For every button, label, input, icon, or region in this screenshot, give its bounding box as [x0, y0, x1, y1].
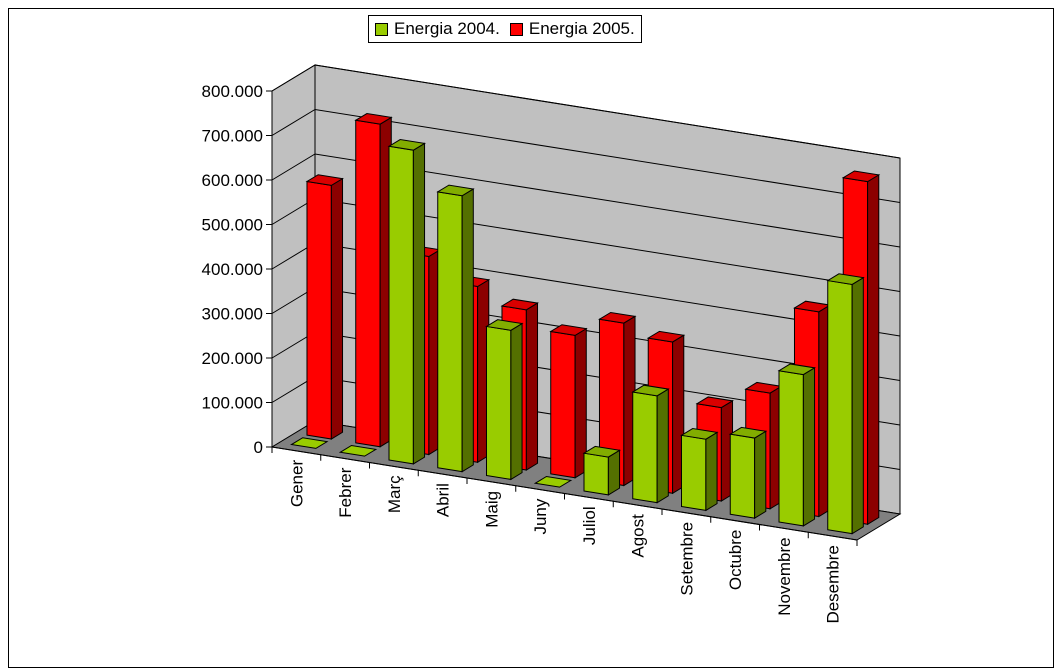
y-tick-label: 300.000: [202, 305, 263, 324]
x-tick-label: Juny: [531, 498, 550, 534]
legend-item-2004: Energia 2004.: [375, 19, 500, 39]
bar-2004-5: [533, 475, 573, 488]
legend-item-2005: Energia 2005.: [509, 19, 635, 39]
bar-2004-11: [826, 273, 865, 535]
legend-label-2005: Energia 2005.: [528, 19, 635, 38]
bar-2005-5: [549, 324, 588, 479]
bar-2004-7: [631, 384, 670, 504]
bar-2004-0: [290, 437, 329, 449]
x-tick-label: Febrer: [336, 467, 355, 517]
bar-2005-0: [305, 174, 344, 440]
x-tick-label: Març: [385, 475, 404, 513]
x-tick-label: Agost: [629, 514, 648, 558]
x-tick-label: Octubre: [726, 530, 745, 590]
x-tick-label: Gener: [287, 460, 306, 508]
gridline: [271, 108, 901, 203]
y-tick-label: 700.000: [202, 127, 263, 146]
gridline: [271, 64, 901, 159]
y-tick-label: 800.000: [202, 82, 263, 101]
y-tick-label: 400.000: [202, 260, 263, 279]
bar-2004-2: [387, 139, 426, 465]
bar-2004-10: [777, 363, 816, 527]
gridline: [271, 153, 901, 248]
y-tick-label: 0: [254, 438, 263, 457]
x-tick-label: Novembre: [775, 537, 794, 615]
x-tick-label: Abril: [434, 483, 453, 517]
x-tick-label: Desembre: [824, 545, 843, 623]
legend-label-2004: Energia 2004.: [394, 19, 500, 38]
bar-2005-6: [598, 311, 637, 487]
bar-2004-1: [338, 444, 378, 457]
bar-2004-9: [728, 426, 768, 520]
y-tick-label: 600.000: [202, 171, 263, 190]
bar-2004-8: [680, 428, 719, 512]
legend-swatch-2005: [509, 22, 523, 36]
legend-swatch-2004: [375, 22, 388, 36]
bar-2004-6: [582, 445, 621, 496]
x-tick-label: Setembre: [677, 522, 696, 596]
bar-2004-3: [436, 184, 475, 473]
x-tick-label: Juliol: [580, 506, 599, 545]
y-tick-label: 200.000: [202, 349, 263, 368]
x-tick-label: Maig: [482, 491, 501, 528]
y-tick-label: 100.000: [202, 394, 263, 413]
bar-2004-4: [485, 319, 524, 481]
legend: Energia 2004. Energia 2005.: [368, 15, 642, 43]
y-tick-label: 500.000: [202, 216, 263, 235]
bar-2005-1: [354, 112, 393, 448]
